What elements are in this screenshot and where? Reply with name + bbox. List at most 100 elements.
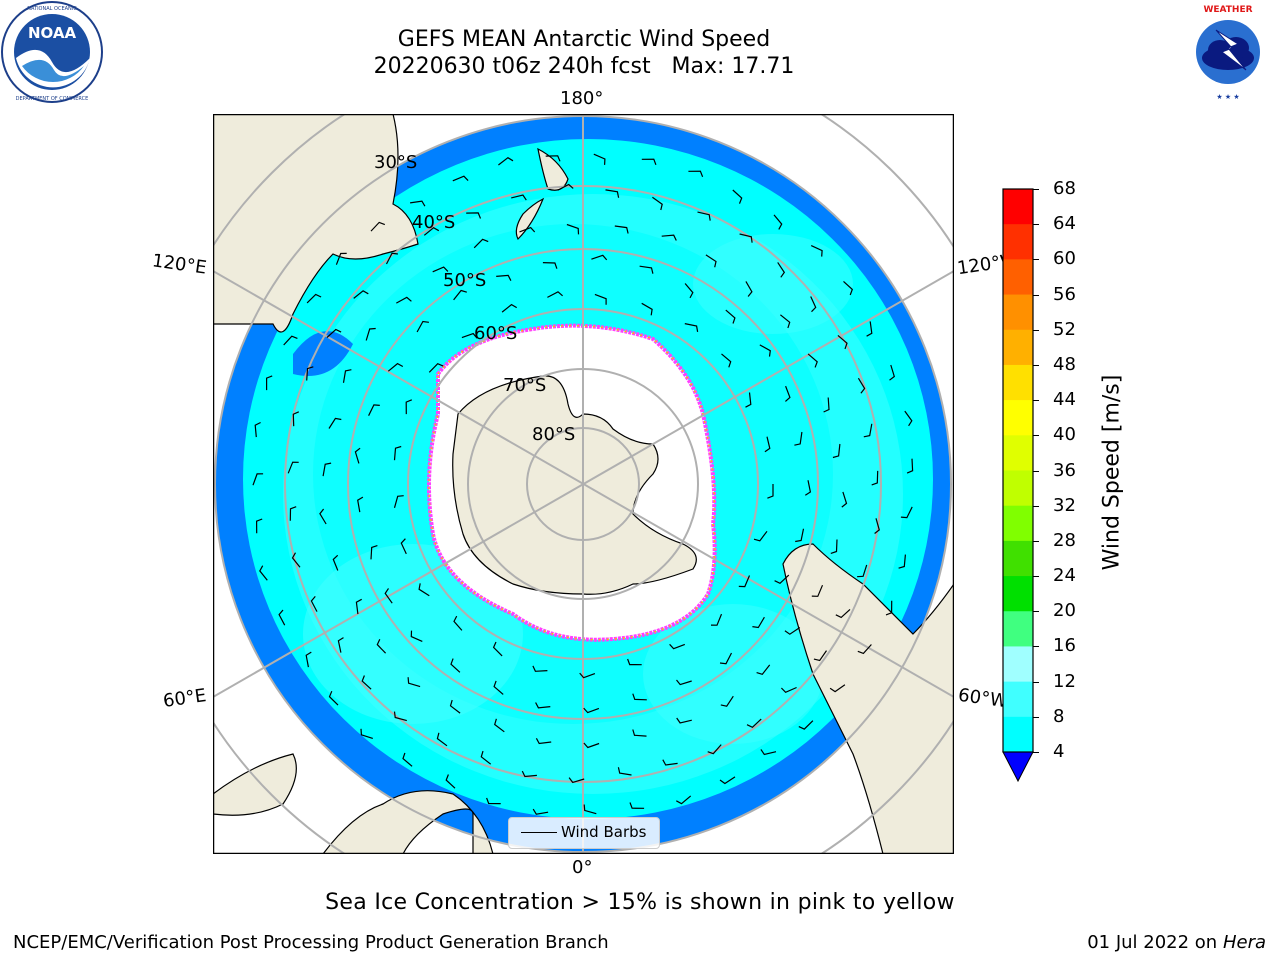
sea-ice-caption: Sea Ice Concentration > 15% is shown in …	[325, 890, 955, 915]
wind-barb	[841, 491, 848, 508]
wind-barb	[501, 303, 517, 313]
wind-barb	[719, 776, 736, 785]
nws-logo-icon: WEATHER ★ ★ ★	[1176, 0, 1280, 104]
colorbar-tick-label: 32	[1053, 494, 1076, 516]
wind-barb	[360, 728, 373, 739]
wind-barb	[707, 744, 722, 755]
wind-barb	[721, 353, 732, 368]
wind-barb	[418, 583, 430, 597]
wind-barb	[480, 750, 492, 765]
lat-label-50s: 50°S	[443, 270, 487, 291]
wind-barb	[904, 410, 913, 427]
wind-barb	[259, 565, 268, 581]
wind-barb	[632, 693, 647, 701]
wind-barb	[342, 369, 352, 383]
colorbar-under-arrow	[1002, 751, 1034, 783]
svg-text:★ ★ ★: ★ ★ ★	[1216, 93, 1239, 101]
antarctica-land	[452, 375, 697, 595]
lon-label-180: 180°	[560, 88, 604, 109]
wind-barb	[774, 574, 790, 585]
colorbar-tick-label: 4	[1053, 741, 1065, 762]
wind-barb	[777, 262, 786, 278]
wind-barb	[306, 293, 322, 304]
lat-label-70s: 70°S	[503, 375, 547, 396]
wind-barb	[355, 598, 362, 615]
wind-barb	[745, 281, 753, 297]
wind-barb	[493, 680, 504, 695]
colorbar-cell	[1003, 681, 1033, 718]
colorbar-tick	[1033, 329, 1039, 331]
svg-text:WEATHER: WEATHER	[1203, 5, 1252, 15]
colorbar-cell	[1003, 611, 1033, 647]
wind-barb	[547, 291, 563, 298]
wind-barb	[566, 223, 580, 235]
wind-barb	[823, 397, 830, 413]
colorbar-title: Wind Speed [m/s]	[1099, 374, 1125, 571]
footer-date-text: 01 Jul 2022 on	[1087, 932, 1218, 953]
wind-barb	[795, 528, 805, 543]
wind-barb	[583, 804, 597, 815]
wind-barb	[384, 588, 393, 604]
wind-barb	[889, 364, 895, 381]
wind-barb	[813, 650, 827, 662]
wind-barb	[357, 496, 364, 513]
colorbar-cell	[1003, 470, 1033, 507]
colorbar-tick-label: 48	[1053, 353, 1076, 375]
wind-barb	[428, 362, 444, 373]
chart-title: GEFS MEAN Antarctic Wind Speed	[397, 27, 771, 52]
wind-barb	[739, 233, 753, 243]
wind-barb	[492, 641, 503, 657]
colorbar-tick-label: 12	[1053, 670, 1076, 692]
colorbar-cell	[1003, 224, 1033, 260]
wind-barb	[416, 320, 429, 333]
wind-barb	[496, 274, 512, 281]
wind-barb	[322, 462, 332, 477]
lon-label-0: 0°	[572, 857, 593, 878]
wind-barb	[756, 664, 771, 675]
lat-label-60s: 60°S	[474, 323, 518, 344]
wind-barb	[900, 506, 913, 519]
lat-label-40s: 40°S	[412, 212, 456, 233]
wind-barb	[753, 530, 768, 542]
lat-label-80s: 80°S	[532, 424, 576, 445]
wind-barb	[387, 362, 404, 372]
wind-barb	[365, 327, 376, 341]
wind-barb	[830, 539, 838, 554]
colorbar-tick-label: 8	[1053, 705, 1065, 727]
colorbar-tick	[1033, 294, 1039, 296]
wind-barb	[632, 729, 647, 737]
wind-barb	[710, 613, 723, 626]
wind-barb	[423, 226, 440, 236]
wind-barb	[376, 638, 387, 654]
colorbar-cell	[1003, 576, 1033, 612]
colorbar-tick	[1033, 364, 1039, 366]
wind-barb	[832, 443, 841, 459]
colorbar	[1002, 188, 1036, 788]
wind-barb	[453, 289, 467, 301]
wind-barb	[593, 153, 606, 165]
legend-label: Wind Barbs	[561, 823, 647, 841]
wind-barb	[354, 447, 361, 464]
wind-barb	[410, 200, 426, 207]
colorbar-tick-label: 56	[1053, 283, 1076, 305]
australia-land	[213, 114, 419, 333]
svg-text:DEPARTMENT OF COMMERCE: DEPARTMENT OF COMMERCE	[16, 96, 89, 102]
colorbar-tick-label: 64	[1053, 213, 1076, 235]
colorbar-cell	[1003, 259, 1033, 296]
wind-barb	[393, 495, 404, 508]
wind-barb	[752, 616, 765, 629]
colorbar-tick-label: 40	[1053, 424, 1076, 446]
colorbar-tick-label: 60	[1053, 248, 1076, 270]
wind-barb	[614, 225, 629, 234]
colorbar-cell	[1003, 505, 1033, 542]
wind-barb	[579, 672, 596, 679]
wind-barb	[684, 283, 694, 299]
wind-barb	[473, 238, 489, 249]
colorbar-cell	[1003, 329, 1033, 366]
wind-barb	[617, 767, 632, 776]
wind-barb	[254, 421, 261, 438]
wind-barb	[326, 328, 342, 339]
wind-barb	[906, 458, 914, 474]
wind-barb	[661, 234, 677, 241]
wind-barb	[719, 652, 733, 665]
